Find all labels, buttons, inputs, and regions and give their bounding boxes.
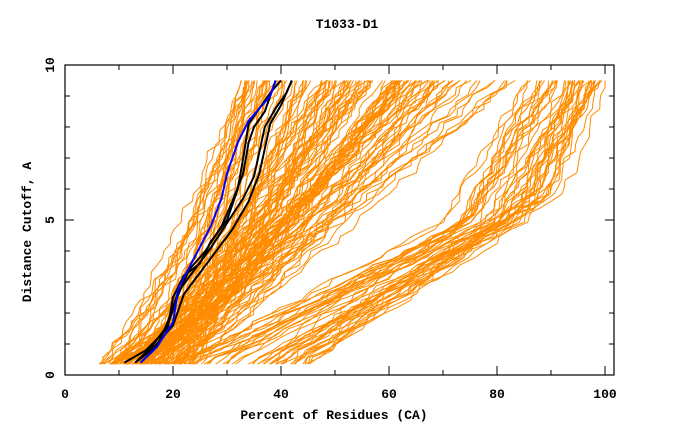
chart-title: T1033-D1 [316, 17, 379, 32]
x-tick-label: 40 [273, 387, 289, 402]
y-tick-label: 5 [43, 216, 58, 224]
model-curve [302, 80, 583, 365]
model-curve [188, 80, 434, 365]
model-curve [157, 80, 461, 365]
model-curve [222, 80, 581, 365]
highlighted-3-curve [139, 80, 293, 364]
model-curve [304, 80, 572, 365]
model-curve [227, 80, 557, 365]
model-curve [136, 80, 478, 365]
model-curve [101, 80, 293, 365]
axis-ticks [64, 64, 614, 376]
model-curve [290, 80, 590, 365]
model-curve [283, 80, 592, 365]
x-tick-label: 80 [489, 387, 505, 402]
reference-curve [139, 80, 277, 364]
x-tick-label: 0 [61, 387, 69, 402]
highlighted-curves [123, 79, 293, 364]
model-curve [203, 80, 549, 365]
x-tick-label: 60 [381, 387, 397, 402]
y-axis-label: Distance Cutoff, A [20, 162, 35, 303]
x-tick-label: 20 [165, 387, 181, 402]
model-curves [98, 80, 606, 365]
y-tick-label: 0 [43, 371, 58, 379]
model-curve [127, 80, 331, 365]
model-curve [135, 80, 409, 365]
model-curve [115, 80, 256, 365]
model-curve [180, 80, 558, 365]
model-curve [151, 80, 435, 365]
model-curve [131, 80, 397, 365]
highlighted-4-curve [134, 80, 293, 364]
model-curve [101, 80, 242, 365]
model-curve [180, 80, 529, 365]
model-curve [127, 80, 362, 365]
model-curve [132, 80, 461, 365]
highlighted-2-curve [134, 80, 277, 364]
x-axis-label: Percent of Residues (CA) [240, 408, 427, 423]
model-curve [262, 80, 576, 365]
model-curve [101, 80, 369, 365]
model-curve [280, 80, 569, 365]
model-curve [178, 80, 304, 365]
model-curve [248, 80, 601, 365]
y-tick-labels: 0 5 10 [43, 57, 58, 379]
x-tick-labels: 0 20 40 60 80 100 [61, 387, 617, 402]
model-curve [291, 80, 606, 365]
model-curve [99, 80, 268, 365]
model-curve [215, 80, 541, 365]
model-curve [120, 80, 250, 365]
model-curve [188, 80, 360, 365]
model-curve [122, 80, 450, 365]
model-curve [191, 80, 323, 365]
x-tick-label: 100 [593, 387, 617, 402]
model-curve [184, 80, 336, 365]
model-curve [126, 80, 402, 365]
model-curve [139, 80, 255, 365]
model-curve [196, 80, 296, 365]
model-curve [167, 80, 468, 365]
y-tick-label: 10 [43, 57, 58, 73]
